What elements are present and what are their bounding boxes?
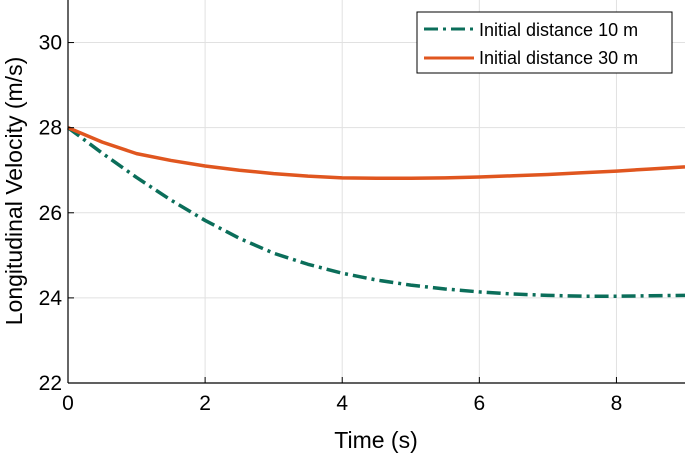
x-axis-label: Time (s) bbox=[334, 427, 417, 453]
x-tick-label: 6 bbox=[473, 392, 485, 415]
x-tick-label: 2 bbox=[199, 392, 211, 415]
y-tick-label: 22 bbox=[39, 372, 62, 395]
y-tick-label: 30 bbox=[39, 32, 62, 55]
series-line-2 bbox=[67, 126, 685, 181]
axes bbox=[67, 0, 685, 384]
y-tick-label: 28 bbox=[39, 117, 62, 140]
x-tick-label: 8 bbox=[611, 392, 623, 415]
y-tick-label: 24 bbox=[39, 287, 63, 310]
x-tick-label: 4 bbox=[336, 392, 348, 415]
legend-box bbox=[416, 11, 673, 74]
series-lines bbox=[66, 126, 685, 298]
legend-label-series-2: Initial distance 30 m bbox=[479, 48, 638, 68]
y-axis-label: Longitudinal Velocity (m/s) bbox=[1, 57, 27, 325]
y-tick-label: 26 bbox=[39, 202, 62, 225]
x-tick-label: 0 bbox=[62, 392, 74, 415]
legend-label-series-1: Initial distance 10 m bbox=[479, 20, 638, 40]
legend: Initial distance 10 m Initial distance 3… bbox=[416, 11, 673, 74]
